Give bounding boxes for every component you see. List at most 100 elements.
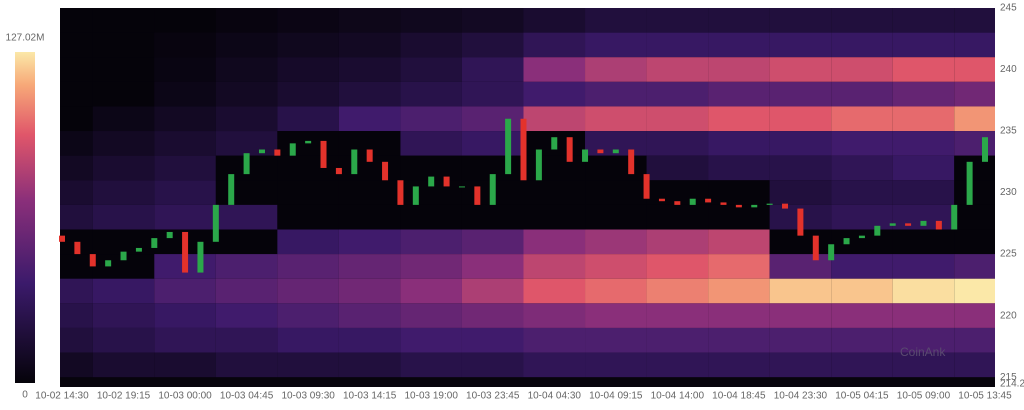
heat-cell xyxy=(892,81,955,107)
candle xyxy=(105,260,112,267)
y-tick-label: 215 xyxy=(1000,372,1017,383)
heat-cell xyxy=(461,327,524,353)
heat-cell xyxy=(769,8,832,33)
heat-cell xyxy=(154,180,216,205)
heat-cell xyxy=(461,106,524,132)
heat-cell xyxy=(215,352,278,378)
heat-cell xyxy=(215,57,278,82)
heat-cell xyxy=(461,57,524,82)
heat-cell xyxy=(277,229,339,255)
heat-cell xyxy=(92,229,155,255)
heat-cell xyxy=(585,155,647,181)
heat-cell xyxy=(646,155,709,181)
candles xyxy=(59,118,988,273)
x-tick-label: 10-03 00:00 xyxy=(158,391,212,402)
heat-cell xyxy=(277,327,339,353)
heat-cell xyxy=(215,8,278,33)
heat-cell xyxy=(277,352,339,378)
heat-cell xyxy=(954,204,995,230)
heat-cell xyxy=(154,81,216,107)
heat-cell xyxy=(400,278,462,304)
heat-cell xyxy=(892,229,955,255)
heat-cell xyxy=(154,131,216,156)
heat-cell xyxy=(892,131,955,156)
candle xyxy=(766,203,773,205)
heat-cell xyxy=(769,327,832,353)
candle xyxy=(335,167,342,175)
y-tick-label: 245 xyxy=(1000,3,1017,14)
candle xyxy=(74,241,81,255)
heat-cell xyxy=(277,180,339,205)
heat-cell xyxy=(338,303,401,328)
candle xyxy=(520,118,527,181)
heat-cell xyxy=(215,303,278,328)
heat-cell xyxy=(215,32,278,58)
heat-cell xyxy=(708,352,770,378)
y-tick-label: 230 xyxy=(1000,187,1017,198)
heat-cell xyxy=(60,254,93,279)
candle xyxy=(120,251,127,261)
heat-cell xyxy=(831,204,893,230)
heat-cell xyxy=(646,229,709,255)
heat-cell xyxy=(769,352,832,378)
candle xyxy=(612,149,619,154)
heat-cell xyxy=(523,57,586,82)
candle xyxy=(689,198,696,205)
heat-cell xyxy=(338,32,401,58)
candle xyxy=(305,140,312,144)
heat-cell xyxy=(646,254,709,279)
heat-cell xyxy=(646,327,709,353)
heat-cell xyxy=(215,180,278,205)
heat-cell xyxy=(892,327,955,353)
heat-cell xyxy=(154,278,216,304)
x-tick-label: 10-03 19:00 xyxy=(405,391,459,402)
heat-cell xyxy=(400,254,462,279)
heat-cell xyxy=(92,131,155,156)
heat-cell xyxy=(585,81,647,107)
candle xyxy=(243,153,250,175)
heat-cell xyxy=(769,32,832,58)
candle xyxy=(735,204,742,208)
heat-cell xyxy=(92,327,155,353)
heat-cell xyxy=(60,8,93,33)
heat-cell xyxy=(585,229,647,255)
x-tick-label: 10-03 23:45 xyxy=(466,391,520,402)
x-tick-label: 10-05 04:15 xyxy=(835,391,889,402)
heat-cell xyxy=(708,303,770,328)
heat-cell xyxy=(215,204,278,230)
heat-cell xyxy=(831,106,893,132)
x-tick-label: 10-04 18:45 xyxy=(712,391,766,402)
heat-cell xyxy=(954,32,995,58)
heat-cell xyxy=(585,278,647,304)
heat-cell xyxy=(461,229,524,255)
candle xyxy=(966,161,973,205)
heat-cell xyxy=(892,180,955,205)
heat-cell xyxy=(954,57,995,82)
heat-cell xyxy=(277,303,339,328)
heat-cell xyxy=(892,278,955,304)
heat-cell xyxy=(954,327,995,353)
heat-cell xyxy=(892,155,955,181)
x-tick-label: 10-02 19:15 xyxy=(97,391,151,402)
heat-cell xyxy=(92,303,155,328)
candle xyxy=(166,231,173,239)
heat-cell xyxy=(523,106,586,132)
heat-cell xyxy=(954,278,995,304)
heat-cell xyxy=(400,57,462,82)
candle xyxy=(397,180,404,205)
heat-cell xyxy=(461,81,524,107)
heat-cell xyxy=(831,254,893,279)
candle xyxy=(151,238,158,248)
heat-cell xyxy=(769,106,832,132)
heat-cell xyxy=(708,254,770,279)
x-tick-label: 10-04 09:15 xyxy=(589,391,643,402)
heat-cell xyxy=(769,254,832,279)
heat-cell xyxy=(523,180,586,205)
heat-cell xyxy=(769,81,832,107)
heat-cell xyxy=(646,204,709,230)
candle xyxy=(797,208,804,236)
heat-cell xyxy=(60,131,93,156)
candle xyxy=(412,186,419,205)
heat-cell xyxy=(400,352,462,378)
y-tick-label: 214.2 xyxy=(1000,379,1024,390)
